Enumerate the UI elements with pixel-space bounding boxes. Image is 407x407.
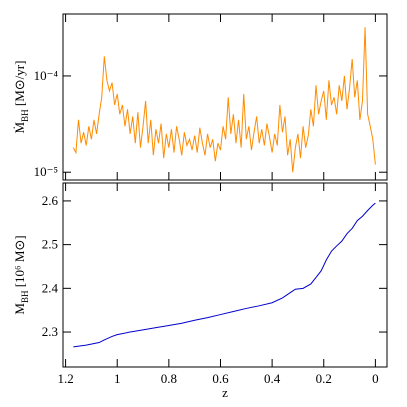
y-axis-label: ṀBH [M⊙/yr] [12, 61, 30, 134]
y-label-subscript: BH [20, 290, 30, 303]
y-tick-label: 2.3 [42, 324, 58, 339]
y-tick-label: 2.6 [42, 193, 59, 208]
x-tick-label: 1 [114, 371, 121, 386]
x-tick-label: 0.6 [212, 371, 229, 386]
y-tick-label: 10⁻⁵ [34, 164, 58, 179]
y-label-symbol: M [12, 303, 27, 315]
x-tick-label: 0.8 [161, 371, 177, 386]
x-axis-label: z [222, 385, 228, 400]
y-tick-label: 2.4 [42, 280, 59, 295]
y-axis-label: MBH [10⁶ M⊙] [12, 235, 30, 314]
x-tick-label: 1.2 [57, 371, 73, 386]
x-tick-label: 0.2 [316, 371, 332, 386]
y-label-symbol: Ṁ [12, 121, 27, 133]
plot-frame [62, 182, 388, 368]
y-tick-label: 2.5 [42, 237, 58, 252]
y-label-subscript: BH [20, 109, 30, 122]
data-line [73, 202, 376, 348]
data-line [72, 27, 376, 173]
x-tick-label: 0 [372, 371, 379, 386]
x-tick-label: 0.4 [264, 371, 281, 386]
plot-frame [62, 13, 388, 181]
y-tick-label: 10⁻⁴ [34, 68, 59, 83]
y-label-unit: [M⊙/yr] [12, 61, 27, 110]
y-label-unit: [10⁶ M⊙] [12, 235, 27, 290]
